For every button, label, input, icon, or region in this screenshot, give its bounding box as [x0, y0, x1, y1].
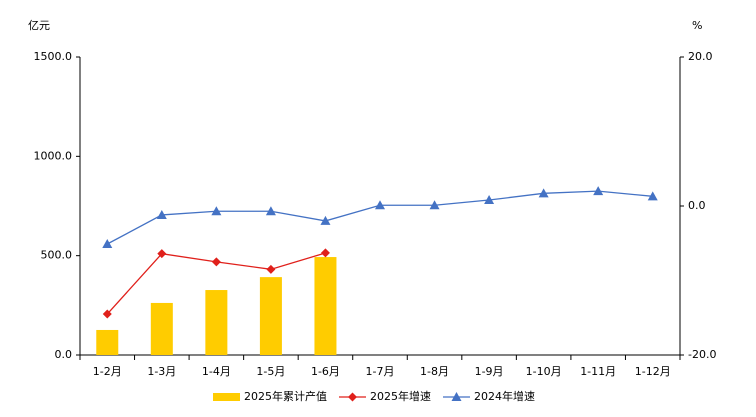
- x-tick-label: 1-6月: [311, 365, 340, 378]
- y2-tick-label: 0.0: [688, 199, 706, 212]
- x-tick-label: 1-10月: [526, 365, 562, 378]
- legend-label: 2025年累计产值: [244, 389, 327, 403]
- bar: [150, 302, 173, 355]
- x-tick-label: 1-5月: [256, 365, 285, 378]
- bar: [259, 277, 282, 355]
- y2-tick-label: 20.0: [688, 50, 713, 63]
- point: [647, 191, 658, 201]
- point: [375, 200, 385, 210]
- point: [348, 392, 357, 402]
- point: [156, 209, 167, 219]
- point: [320, 215, 331, 225]
- legend-swatch: [213, 393, 240, 401]
- y-tick-label: 0.0: [55, 348, 73, 361]
- y-tick-label: 1000.0: [34, 149, 73, 162]
- x-tick-label: 1-12月: [635, 365, 671, 378]
- point: [102, 238, 113, 248]
- line: [106, 190, 653, 245]
- point: [266, 264, 276, 274]
- y-tick-label: 1500.0: [34, 50, 73, 63]
- bar: [96, 329, 119, 355]
- point: [157, 249, 167, 259]
- legend-label: 2025年增速: [370, 389, 431, 403]
- point: [451, 392, 462, 401]
- point: [429, 200, 440, 210]
- x-tick-label: 1-2月: [93, 365, 122, 378]
- point: [211, 257, 221, 267]
- point: [102, 309, 112, 319]
- x-tick-label: 1-4月: [202, 365, 231, 378]
- x-tick-label: 1-7月: [366, 365, 395, 378]
- y2-tick-label: -20.0: [688, 348, 716, 361]
- point: [211, 206, 222, 216]
- y2-axis-label: %: [692, 19, 702, 32]
- point: [320, 248, 330, 258]
- bar: [314, 257, 337, 355]
- point: [484, 195, 495, 205]
- y-axis-label: 亿元: [28, 19, 50, 32]
- x-tick-label: 1-8月: [420, 365, 449, 378]
- x-tick-label: 1-3月: [147, 365, 176, 378]
- legend-label: 2024年增速: [474, 389, 535, 403]
- point: [265, 206, 276, 216]
- x-tick-label: 1-9月: [475, 365, 504, 378]
- point: [538, 188, 549, 198]
- y-tick-label: 500.0: [41, 249, 73, 262]
- point: [593, 186, 604, 196]
- x-tick-label: 1-11月: [580, 365, 616, 378]
- bar: [205, 290, 228, 355]
